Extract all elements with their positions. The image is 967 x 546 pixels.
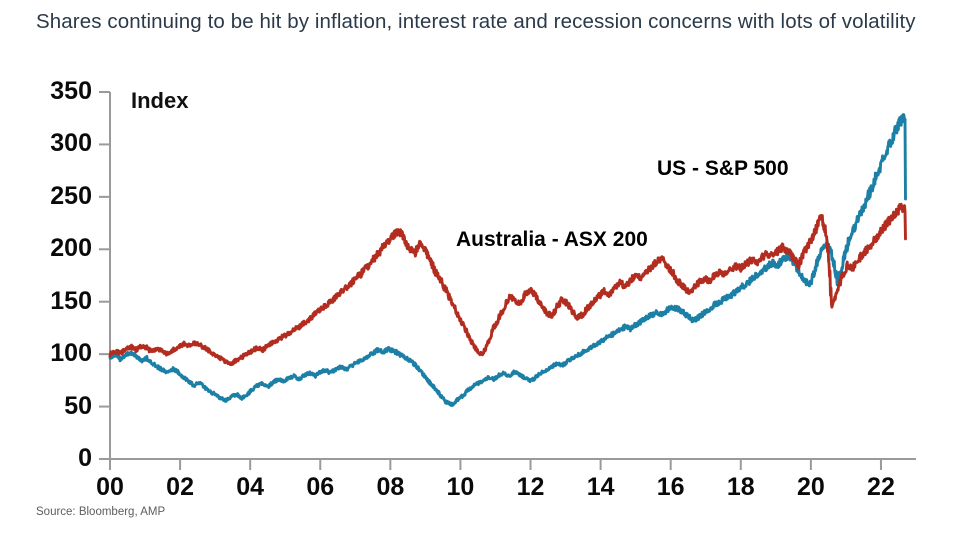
- y-axis-tick-label: 150: [50, 286, 92, 315]
- x-axis-tick-label: 14: [586, 473, 615, 501]
- x-axis-tick-label: 20: [796, 473, 825, 501]
- y-axis-tick-label: 100: [50, 339, 92, 368]
- x-axis-tick-label: 18: [726, 473, 755, 501]
- x-axis-tick-label: 00: [96, 473, 124, 501]
- y-axis-tick-label: 0: [78, 444, 92, 472]
- chart-axes: [99, 91, 916, 470]
- y-axis-tick-label: 250: [50, 181, 92, 210]
- x-axis-tick-label: 02: [166, 473, 194, 501]
- source-note: Source: Bloomberg, AMP: [36, 506, 166, 518]
- y-axis-tick-label: 350: [50, 77, 92, 105]
- chart-series: [108, 113, 907, 408]
- series-line-sp500: [108, 113, 907, 408]
- page-title: Shares continuing to be hit by inflation…: [36, 10, 916, 33]
- y-axis-tick-label: 200: [50, 234, 92, 263]
- x-axis-tick-label: 04: [236, 473, 265, 501]
- x-axis-tick-label: 08: [376, 473, 405, 501]
- y-axis-tick-label: 50: [64, 391, 92, 420]
- x-axis-tick-label: 10: [446, 473, 475, 501]
- series-label-sp500: US - S&P 500: [657, 157, 789, 180]
- series-label-asx200: Australia - ASX 200: [456, 228, 648, 251]
- x-axis-tick-label: 16: [656, 473, 685, 501]
- series-line-asx200: [108, 202, 907, 367]
- x-axis-tick-label: 22: [867, 473, 895, 501]
- x-axis-tick-label: 12: [516, 473, 545, 501]
- x-axis-tick-label: 06: [306, 473, 335, 501]
- y-axis-unit-label: Index: [131, 88, 189, 113]
- y-axis-tick-label: 300: [50, 129, 92, 158]
